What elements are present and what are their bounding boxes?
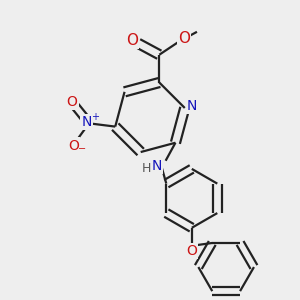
Text: O: O — [186, 244, 197, 258]
Text: O: O — [178, 31, 190, 46]
Text: O: O — [68, 139, 79, 153]
Text: −: − — [79, 145, 87, 154]
Text: N: N — [81, 115, 92, 129]
Text: O: O — [126, 33, 138, 48]
Text: N: N — [151, 159, 162, 172]
Text: O: O — [67, 95, 77, 109]
Text: H: H — [142, 162, 151, 175]
Text: +: + — [91, 112, 99, 122]
Text: N: N — [187, 99, 197, 113]
